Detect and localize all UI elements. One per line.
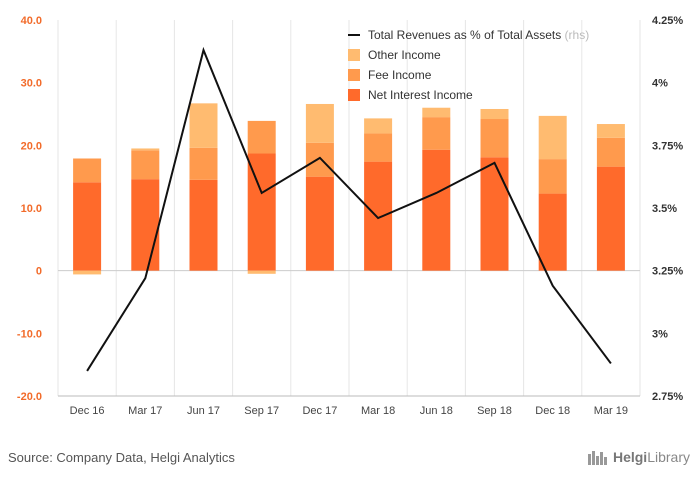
x-tick-label: Mar 17 bbox=[128, 405, 162, 417]
legend-label: Other Income bbox=[368, 48, 441, 62]
y-left-tick-label: 0 bbox=[36, 266, 42, 278]
bar-net-interest-income bbox=[422, 149, 451, 271]
x-axis: Dec 16 Mar 17 Jun 17 Sep 17 Dec 17 Mar 18 Jun … bbox=[70, 405, 628, 417]
legend-label: Total Revenues as % of Total Assets (rhs… bbox=[368, 28, 589, 42]
x-tick-label: Mar 19 bbox=[594, 405, 628, 417]
legend: Total Revenues as % of Total Assets (rhs… bbox=[348, 28, 589, 102]
bar-fee-income bbox=[73, 158, 102, 183]
revenue-line bbox=[86, 46, 612, 372]
bar-net-interest-income bbox=[247, 153, 276, 271]
x-tick-label: Sep 18 bbox=[477, 405, 512, 417]
library-icon bbox=[587, 451, 607, 465]
bar-net-interest-income bbox=[189, 179, 218, 271]
bar-fee-income bbox=[364, 133, 393, 162]
bar-fee-income bbox=[538, 159, 567, 194]
bar-net-interest-income bbox=[73, 182, 102, 271]
y-left-tick-label: -20.0 bbox=[17, 391, 42, 403]
x-tick-label: Dec 16 bbox=[70, 405, 105, 417]
y-left-tick-label: 40.0 bbox=[21, 15, 42, 27]
y-left-tick-label: -10.0 bbox=[17, 328, 42, 340]
y-right-tick-label: 3.75% bbox=[652, 140, 683, 152]
bar-net-interest-income bbox=[480, 157, 509, 271]
bar-net-interest-income bbox=[538, 193, 567, 271]
legend-swatch bbox=[348, 49, 360, 61]
y-right-tick-label: 3% bbox=[652, 328, 668, 340]
legend-rhs-note: (rhs) bbox=[561, 28, 589, 42]
legend-label: Fee Income bbox=[368, 68, 432, 82]
bar-fee-income bbox=[596, 137, 625, 167]
y-left-tick-label: 20.0 bbox=[21, 140, 42, 152]
logo-brand: Helgi bbox=[612, 449, 648, 465]
bar-fee-income bbox=[480, 119, 509, 158]
y-right-tick-label: 3.25% bbox=[652, 266, 683, 278]
bar-fee-income bbox=[189, 147, 218, 180]
legend-swatch bbox=[348, 69, 360, 81]
bar-other-income bbox=[247, 270, 276, 274]
logo-suffix: Library bbox=[647, 449, 690, 465]
bar-other-income bbox=[422, 107, 451, 118]
helgi-library-logo: HelgiLibrary bbox=[587, 448, 690, 466]
y-axis-right: 4.25% 4% 3.75% 3.5% 3.25% 3% 2.75% bbox=[652, 15, 683, 403]
legend-label: Net Interest Income bbox=[368, 88, 473, 102]
bar-net-interest-income bbox=[131, 179, 160, 271]
bar-other-income bbox=[189, 103, 218, 148]
y-right-tick-label: 2.75% bbox=[652, 391, 683, 403]
x-tick-label: Jun 18 bbox=[420, 405, 453, 417]
bar-other-income bbox=[596, 124, 625, 138]
bar-fee-income bbox=[247, 120, 276, 154]
y-left-tick-label: 30.0 bbox=[21, 78, 42, 90]
legend-swatch bbox=[348, 89, 360, 101]
y-right-tick-label: 4% bbox=[652, 78, 668, 90]
bar-fee-income bbox=[422, 117, 451, 150]
bar-net-interest-income bbox=[364, 161, 393, 271]
source-note: Source: Company Data, Helgi Analytics bbox=[8, 450, 235, 465]
bar-other-income bbox=[73, 270, 102, 275]
bar-fee-income bbox=[305, 142, 334, 177]
x-tick-label: Dec 18 bbox=[535, 405, 570, 417]
bars bbox=[73, 103, 625, 275]
bar-net-interest-income bbox=[596, 166, 625, 271]
x-tick-label: Jun 17 bbox=[187, 405, 220, 417]
bar-other-income bbox=[480, 108, 509, 120]
line-total-revenues-pct-assets bbox=[86, 46, 612, 372]
bar-other-income bbox=[305, 103, 334, 143]
y-right-tick-label: 3.5% bbox=[652, 203, 677, 215]
bar-other-income bbox=[131, 148, 160, 151]
x-tick-label: Dec 17 bbox=[302, 405, 337, 417]
y-axis-left: 40.0 30.0 20.0 10.0 0 -10.0 -20.0 bbox=[17, 15, 42, 403]
bar-other-income bbox=[364, 118, 393, 134]
bar-fee-income bbox=[131, 150, 160, 180]
bar-other-income bbox=[538, 115, 567, 160]
x-tick-label: Sep 17 bbox=[244, 405, 279, 417]
y-left-tick-label: 10.0 bbox=[21, 203, 42, 215]
chart-area: 40.0 30.0 20.0 10.0 0 -10.0 -20.0 4.25% 4% 3.75%… bbox=[17, 15, 683, 417]
y-right-tick-label: 4.25% bbox=[652, 15, 683, 27]
bar-net-interest-income bbox=[305, 176, 334, 271]
x-tick-label: Mar 18 bbox=[361, 405, 395, 417]
